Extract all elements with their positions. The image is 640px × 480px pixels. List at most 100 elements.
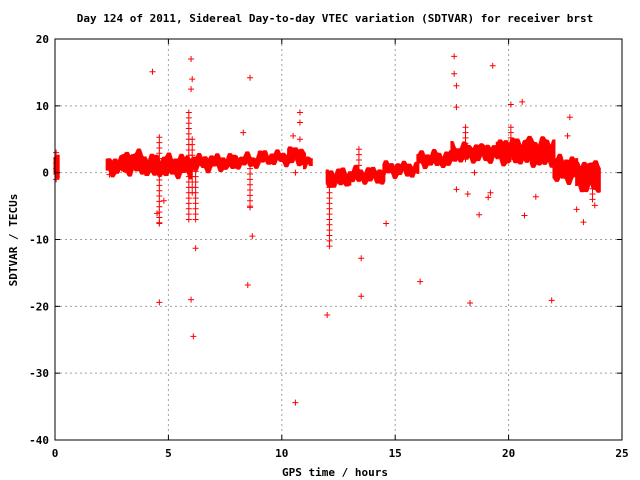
data-point	[244, 281, 251, 288]
data-point	[326, 173, 333, 180]
data-point	[156, 160, 163, 167]
x-tick-label: 0	[52, 447, 59, 460]
data-point	[192, 184, 199, 191]
data-point	[383, 220, 390, 227]
data-point	[296, 109, 303, 116]
data-band	[257, 149, 291, 168]
data-point	[247, 176, 254, 183]
data-point	[589, 164, 596, 171]
data-point	[326, 205, 333, 212]
data-point	[462, 150, 469, 157]
data-point	[290, 132, 297, 139]
y-tick-label: -10	[29, 234, 49, 247]
data-point	[156, 139, 163, 146]
data-point	[326, 216, 333, 223]
data-point	[358, 255, 365, 262]
data-point	[578, 183, 585, 190]
data-point	[156, 155, 163, 162]
data-point	[247, 165, 254, 172]
data-point	[156, 177, 163, 184]
data-point	[589, 175, 596, 182]
data-point	[53, 154, 60, 161]
data-point	[326, 221, 333, 228]
data-point	[156, 299, 163, 306]
y-tick-label: -30	[29, 367, 49, 380]
data-point	[326, 200, 333, 207]
data-point	[589, 169, 596, 176]
data-point	[189, 76, 196, 83]
data-point	[247, 192, 254, 199]
data-point	[188, 56, 195, 63]
data-point	[192, 211, 199, 218]
data-point	[192, 168, 199, 175]
data-point	[462, 129, 469, 136]
data-point	[485, 194, 492, 201]
data-point	[53, 165, 60, 172]
data-point	[453, 82, 460, 89]
data-point	[185, 120, 192, 127]
data-point	[190, 333, 197, 340]
data-point	[156, 150, 163, 157]
data-point	[326, 237, 333, 244]
data-point	[521, 212, 528, 219]
data-point	[507, 134, 514, 141]
data-point	[507, 124, 514, 131]
data-point	[507, 140, 514, 147]
x-axis-label: GPS time / hours	[282, 466, 388, 479]
data-point	[156, 182, 163, 189]
data-point	[467, 299, 474, 306]
data-point	[156, 171, 163, 178]
y-tick-label: 20	[36, 33, 49, 46]
data-point	[189, 152, 196, 159]
data-point	[462, 124, 469, 131]
data-point	[296, 119, 303, 126]
data-point	[189, 146, 196, 153]
data-point	[192, 245, 199, 252]
y-axis-label: SDTVAR / TECUs	[7, 194, 20, 287]
data-point	[292, 399, 299, 406]
data-point	[53, 160, 60, 167]
data-band	[382, 160, 420, 180]
data-point	[53, 176, 60, 183]
y-tick-label: -40	[29, 434, 49, 447]
data-point	[156, 198, 163, 205]
data-point	[53, 149, 60, 156]
data-point	[188, 296, 195, 303]
data-point	[355, 167, 362, 174]
data-point	[249, 233, 256, 240]
data-point	[185, 195, 192, 202]
y-tick-label: 10	[36, 100, 49, 113]
data-point	[566, 114, 573, 121]
data-point	[355, 162, 362, 169]
grid	[55, 39, 622, 440]
chart-title: Day 124 of 2011, Sidereal Day-to-day VTE…	[77, 12, 594, 25]
data-point	[149, 68, 156, 75]
data-point	[573, 206, 580, 213]
data-point	[326, 232, 333, 239]
data-point	[453, 104, 460, 111]
data-band	[121, 148, 147, 177]
data-point	[326, 227, 333, 234]
data-point	[192, 162, 199, 169]
data-point	[156, 144, 163, 151]
data-point	[192, 157, 199, 164]
x-tick-label: 10	[275, 447, 288, 460]
data-band	[105, 155, 125, 178]
x-tick-label: 20	[502, 447, 515, 460]
data-point	[185, 109, 192, 116]
data-band	[495, 135, 533, 167]
data-point	[564, 132, 571, 139]
data-point	[326, 195, 333, 202]
data-point	[462, 140, 469, 147]
data-point	[324, 312, 331, 319]
data-point	[326, 184, 333, 191]
data-point	[326, 243, 333, 250]
data-point	[160, 197, 167, 204]
data-point	[451, 70, 458, 77]
data-point	[532, 193, 539, 200]
data-point	[156, 187, 163, 194]
data-point	[247, 74, 254, 81]
data-point	[106, 171, 113, 178]
data-point	[156, 134, 163, 141]
data-point	[326, 179, 333, 186]
